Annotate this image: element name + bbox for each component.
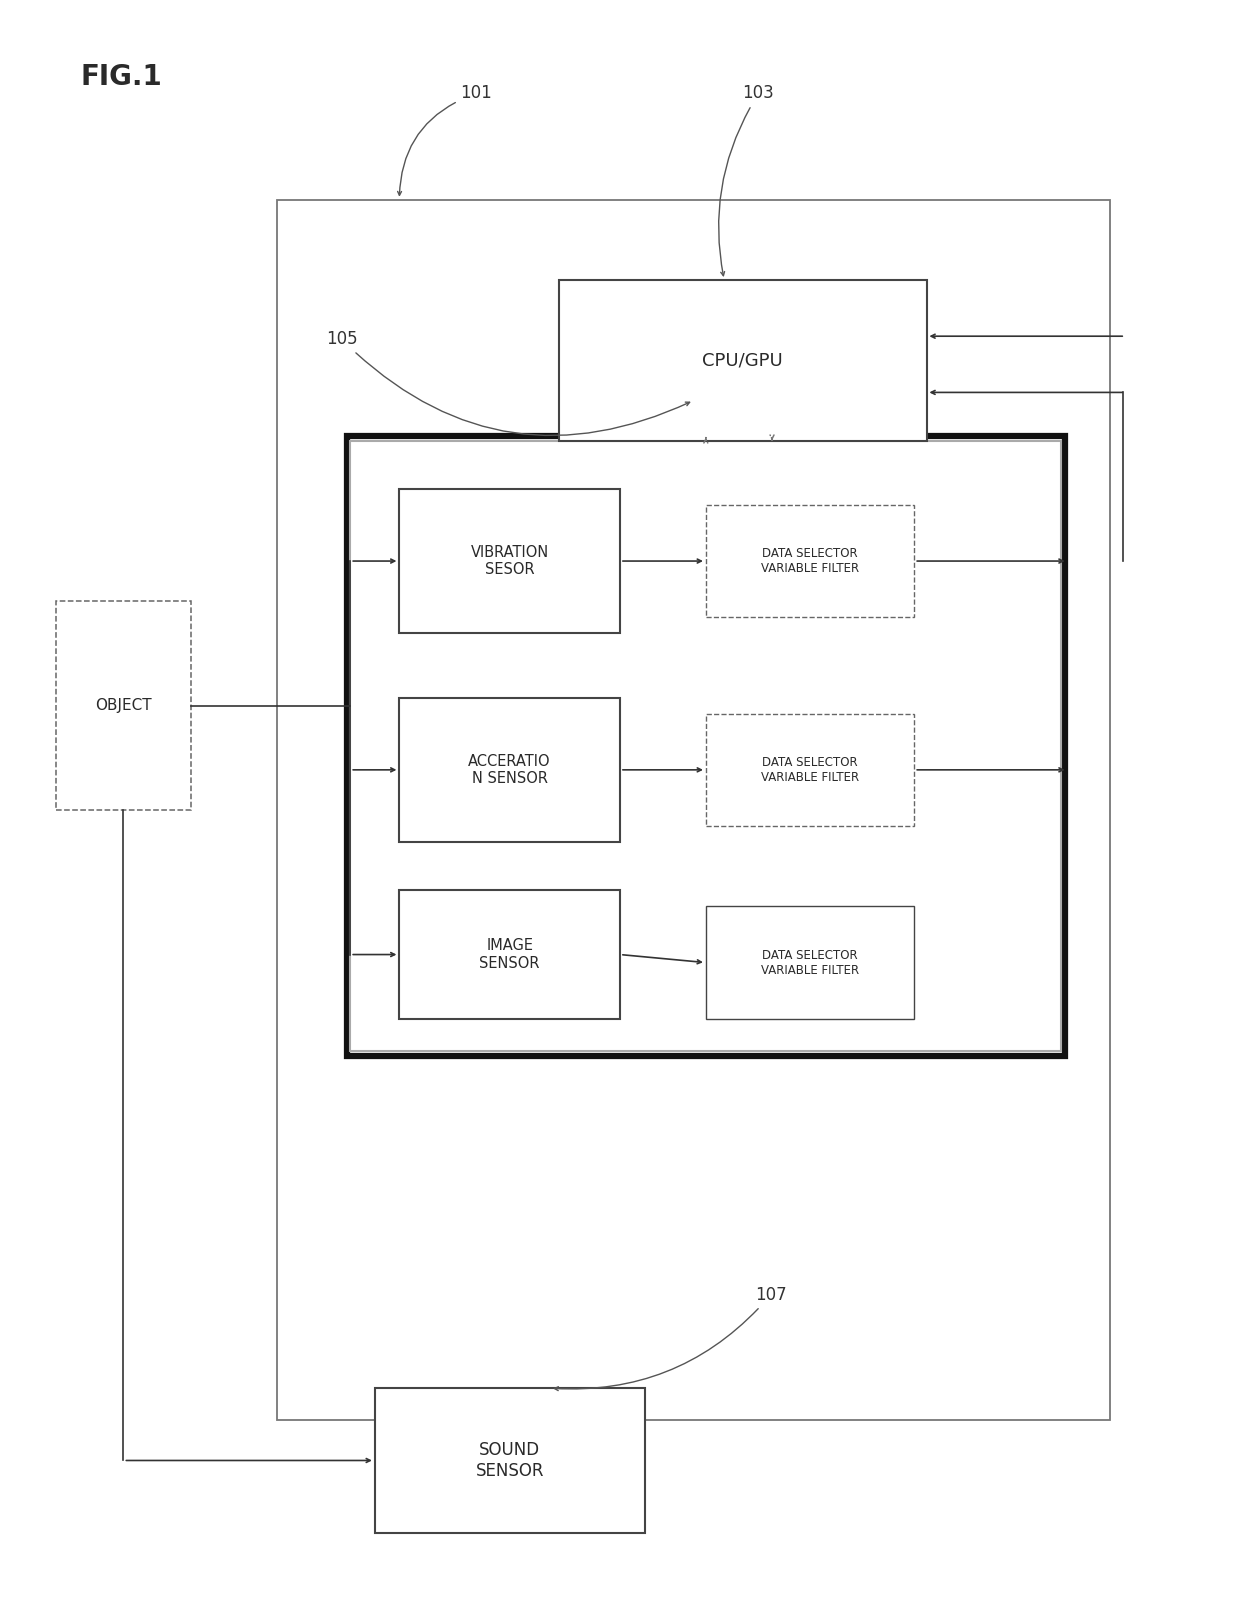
Text: DATA SELECTOR
VARIABLE FILTER: DATA SELECTOR VARIABLE FILTER [761, 548, 859, 575]
Text: VIBRATION
SESOR: VIBRATION SESOR [470, 544, 549, 577]
Bar [350, 441, 1061, 1051]
Text: ACCERATIO
N SENSOR: ACCERATIO N SENSOR [469, 753, 551, 786]
Text: FIG.1: FIG.1 [81, 63, 162, 91]
Text: 107: 107 [554, 1286, 786, 1390]
Bar [399, 489, 620, 633]
Text: 105: 105 [326, 330, 689, 436]
Bar [399, 698, 620, 842]
Text: IMAGE
SENSOR: IMAGE SENSOR [480, 938, 539, 970]
Bar [399, 891, 620, 1019]
Text: CPU/GPU: CPU/GPU [702, 352, 782, 369]
Text: 101: 101 [398, 84, 492, 196]
Text: OBJECT: OBJECT [95, 698, 151, 713]
Text: DATA SELECTOR
VARIABLE FILTER: DATA SELECTOR VARIABLE FILTER [761, 949, 859, 977]
Text: 103: 103 [719, 84, 774, 275]
Bar [706, 714, 914, 826]
Bar [277, 199, 1111, 1421]
Text: SOUND
SENSOR: SOUND SENSOR [475, 1442, 544, 1481]
Bar [559, 280, 926, 441]
Bar [346, 436, 1065, 1056]
Bar [706, 906, 914, 1019]
Bar [374, 1388, 645, 1533]
Text: DATA SELECTOR
VARIABLE FILTER: DATA SELECTOR VARIABLE FILTER [761, 757, 859, 784]
Bar [706, 505, 914, 617]
Bar [56, 601, 191, 810]
